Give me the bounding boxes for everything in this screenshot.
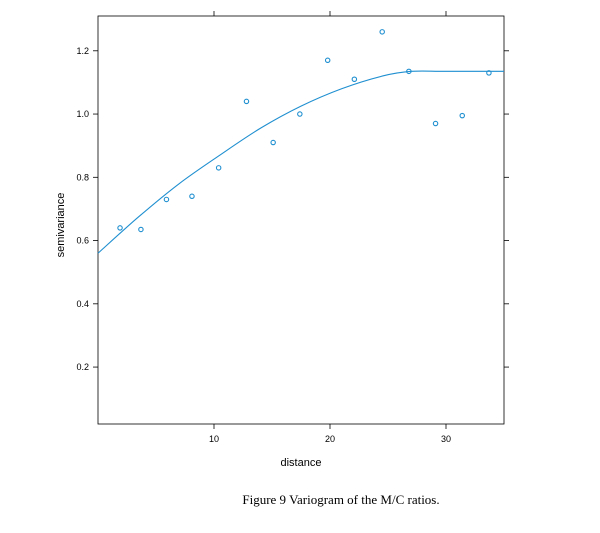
y-tick-label: 0.8 [76,172,89,182]
data-points [117,29,492,233]
data-point [351,76,358,83]
tick-labels: 10 20 30 0.2 0.4 0.6 0.8 1.0 1.2 [76,46,451,444]
y-tick-label: 0.2 [76,362,89,372]
data-point [459,112,465,119]
data-point [215,165,222,171]
data-point [324,57,331,64]
axis-ticks [93,11,509,429]
data-point [379,29,385,35]
data-point [138,226,144,233]
y-tick-label: 0.4 [76,299,89,309]
data-point [270,139,276,146]
y-tick-label: 0.6 [76,236,89,246]
data-point [163,196,170,203]
plot-frame [97,15,505,425]
data-point [406,68,412,75]
x-axis-title: distance [281,457,322,469]
data-point [486,70,492,76]
y-tick-label: 1.2 [76,46,89,56]
data-point [117,225,123,231]
data-point [432,120,439,127]
y-tick-label: 1.0 [76,109,89,119]
x-tick-label: 20 [325,434,335,444]
x-tick-label: 30 [441,434,451,444]
figure-caption: Figure 9 Variogram of the M/C ratios. [242,492,440,507]
y-axis-title: semivariance [55,193,67,258]
data-point [297,111,303,117]
data-point [243,98,250,105]
fitted-variogram-line [97,70,504,254]
data-point [189,193,195,200]
x-tick-label: 10 [209,434,219,444]
